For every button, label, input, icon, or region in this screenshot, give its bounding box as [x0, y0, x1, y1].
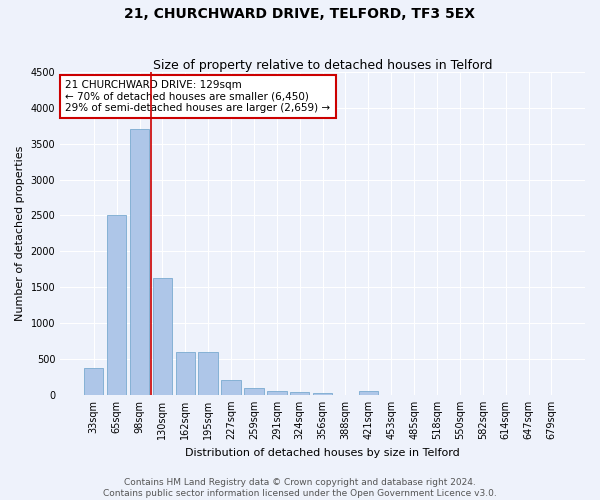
- Bar: [107, 216, 127, 395]
- Bar: [290, 392, 310, 395]
- Bar: [244, 388, 263, 395]
- Bar: [267, 391, 287, 395]
- Bar: [221, 380, 241, 395]
- Bar: [152, 278, 172, 395]
- X-axis label: Distribution of detached houses by size in Telford: Distribution of detached houses by size …: [185, 448, 460, 458]
- Text: 21 CHURCHWARD DRIVE: 129sqm
← 70% of detached houses are smaller (6,450)
29% of : 21 CHURCHWARD DRIVE: 129sqm ← 70% of det…: [65, 80, 331, 114]
- Title: Size of property relative to detached houses in Telford: Size of property relative to detached ho…: [153, 59, 493, 72]
- Y-axis label: Number of detached properties: Number of detached properties: [15, 146, 25, 321]
- Bar: [313, 392, 332, 395]
- Text: Contains HM Land Registry data © Crown copyright and database right 2024.
Contai: Contains HM Land Registry data © Crown c…: [103, 478, 497, 498]
- Bar: [130, 130, 149, 395]
- Bar: [84, 368, 103, 395]
- Bar: [199, 352, 218, 395]
- Text: 21, CHURCHWARD DRIVE, TELFORD, TF3 5EX: 21, CHURCHWARD DRIVE, TELFORD, TF3 5EX: [125, 8, 476, 22]
- Bar: [176, 352, 195, 395]
- Bar: [359, 391, 378, 395]
